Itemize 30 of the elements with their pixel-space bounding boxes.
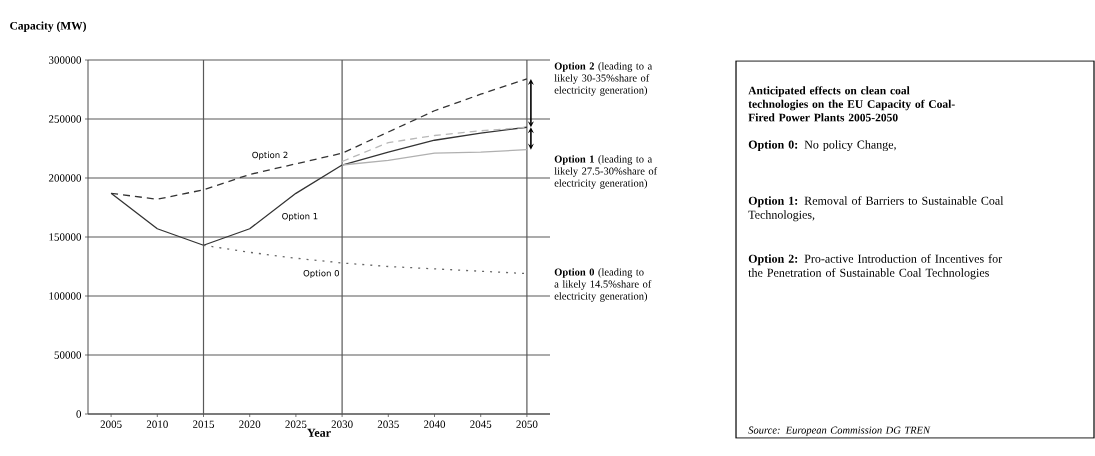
text: Option 0 (leading to a likely 14.5%share of electricity generation) <box>554 268 652 302</box>
series-label: Option 1 <box>282 212 318 222</box>
x-tick-label: 2020 <box>239 420 261 428</box>
x-tick-label: 2005 <box>100 420 122 428</box>
x-tick-label: 2030 <box>331 420 353 428</box>
text: Option 1 (leading to a likely 27.5-30%share of electricity generation) <box>554 155 658 189</box>
series-label: Option 2 <box>252 151 288 160</box>
x-tick-label: 2035 <box>377 420 399 428</box>
text: Option 1: Removal of Barriers to Sustainable Coal Technologies, <box>748 196 1004 222</box>
y-tick-label: 200000 <box>48 174 82 182</box>
x-tick-label: 2025 <box>285 420 307 428</box>
text: Anticipated effects on clean coal technologies on the EU Capacity of Coal-Fired Power Plants 2005-2050 <box>748 86 955 122</box>
y-tick-label: 150000 <box>49 233 82 241</box>
series-label: Option 0 <box>303 269 339 279</box>
y-tick-label: 100000 <box>49 292 82 300</box>
text: Option 0: No policy Change, <box>748 140 896 152</box>
y-axis-title: Capacity (MW) <box>10 21 86 32</box>
x-tick-label: 2050 <box>516 420 538 428</box>
x-tick-label: 2010 <box>146 420 168 428</box>
x-axis-title: Year <box>307 428 331 437</box>
y-tick-label: 0 <box>76 410 82 418</box>
x-tick-label: 2040 <box>423 420 446 428</box>
source-note: Source: European Commission DG TREN <box>748 426 931 436</box>
y-tick-label: 300000 <box>49 56 82 64</box>
x-tick-label: 2045 <box>470 420 492 428</box>
text: Option 2 (leading to a likely 30-35%share of electricity generation) <box>554 62 653 96</box>
y-tick-label: 50000 <box>54 351 82 359</box>
y-tick-label: 250000 <box>48 115 82 123</box>
x-tick-label: 2015 <box>192 420 215 428</box>
text: Option 2: Pro-active Introduction of Incentives for the Penetration of Sustainable Coal Technologies <box>748 254 1003 280</box>
